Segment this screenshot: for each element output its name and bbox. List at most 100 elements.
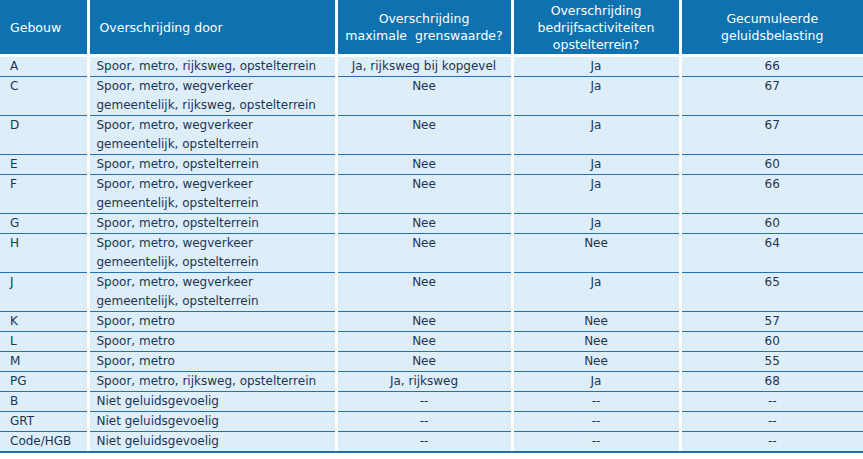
cell-max-grenswaarde: Nee	[336, 116, 512, 155]
cell-overschrijding-door: Spoor, metro	[88, 352, 336, 372]
cell-gecumuleerde-geluidsbelasting: 66	[680, 56, 863, 77]
table-row: L Spoor, metro Nee Nee 60	[0, 332, 863, 352]
cell-max-grenswaarde: Nee	[336, 214, 512, 234]
cell-overschrijding-door: Spoor, metro, opstelterrein	[88, 214, 336, 234]
cell-gecumuleerde-geluidsbelasting: 60	[680, 332, 863, 352]
cell-gecumuleerde-geluidsbelasting: --	[680, 412, 863, 432]
cell-overschrijding-door: Spoor, metro, opstelterrein	[88, 155, 336, 175]
table-row: E Spoor, metro, opstelterrein Nee Ja 60	[0, 155, 863, 175]
cell-bedrijfsactiviteiten: Ja	[512, 175, 680, 214]
cell-gebouw: D	[0, 116, 88, 155]
cell-gecumuleerde-geluidsbelasting: 55	[680, 352, 863, 372]
table-row: M Spoor, metro Nee Nee 55	[0, 352, 863, 372]
cell-overschrijding-door: Spoor, metro, rijksweg, opstelterrein	[88, 372, 336, 392]
cell-gebouw: C	[0, 77, 88, 116]
column-header-gecumuleerde-geluidsbelasting: Gecumuleerde geluidsbelasting	[680, 0, 863, 56]
cell-gecumuleerde-geluidsbelasting: 67	[680, 116, 863, 155]
cell-max-grenswaarde: Nee	[336, 332, 512, 352]
cell-bedrijfsactiviteiten: --	[512, 392, 680, 412]
cell-max-grenswaarde: Nee	[336, 77, 512, 116]
cell-gebouw: J	[0, 273, 88, 312]
table-container: Gebouw Overschrijding door Overschrijdin…	[0, 0, 863, 453]
cell-max-grenswaarde: --	[336, 392, 512, 412]
column-header-max-grenswaarde: Overschrijding maximale grenswaarde?	[336, 0, 512, 56]
cell-gecumuleerde-geluidsbelasting: 68	[680, 372, 863, 392]
cell-bedrijfsactiviteiten: Ja	[512, 77, 680, 116]
table-row: D Spoor, metro, wegverkeer gemeentelijk,…	[0, 116, 863, 155]
cell-gebouw: GRT	[0, 412, 88, 432]
cell-bedrijfsactiviteiten: Nee	[512, 234, 680, 273]
cell-gebouw: F	[0, 175, 88, 214]
table-row: J Spoor, metro, wegverkeer gemeentelijk,…	[0, 273, 863, 312]
cell-max-grenswaarde: Nee	[336, 234, 512, 273]
cell-gebouw: Code/HGB	[0, 432, 88, 452]
cell-overschrijding-door: Niet geluidsgevoelig	[88, 432, 336, 452]
cell-max-grenswaarde: --	[336, 432, 512, 452]
cell-overschrijding-door: Niet geluidsgevoelig	[88, 412, 336, 432]
cell-bedrijfsactiviteiten: Ja	[512, 56, 680, 77]
table-row: F Spoor, metro, wegverkeer gemeentelijk,…	[0, 175, 863, 214]
cell-overschrijding-door: Spoor, metro, wegverkeer gemeentelijk, o…	[88, 116, 336, 155]
cell-max-grenswaarde: Nee	[336, 175, 512, 214]
cell-gecumuleerde-geluidsbelasting: 60	[680, 214, 863, 234]
table-row: C Spoor, metro, wegverkeer gemeentelijk,…	[0, 77, 863, 116]
cell-bedrijfsactiviteiten: Ja	[512, 155, 680, 175]
cell-gebouw: E	[0, 155, 88, 175]
cell-bedrijfsactiviteiten: --	[512, 412, 680, 432]
cell-overschrijding-door: Niet geluidsgevoelig	[88, 392, 336, 412]
cell-overschrijding-door: Spoor, metro	[88, 312, 336, 332]
cell-gebouw: G	[0, 214, 88, 234]
cell-overschrijding-door: Spoor, metro, rijksweg, opstelterrein	[88, 56, 336, 77]
cell-gecumuleerde-geluidsbelasting: 64	[680, 234, 863, 273]
table-row: B Niet geluidsgevoelig -- -- --	[0, 392, 863, 412]
cell-bedrijfsactiviteiten: Ja	[512, 273, 680, 312]
cell-max-grenswaarde: --	[336, 412, 512, 432]
cell-max-grenswaarde: Nee	[336, 352, 512, 372]
cell-max-grenswaarde: Nee	[336, 312, 512, 332]
cell-bedrijfsactiviteiten: Ja	[512, 116, 680, 155]
table-row: GRT Niet geluidsgevoelig -- -- --	[0, 412, 863, 432]
table-row: PG Spoor, metro, rijksweg, opstelterrein…	[0, 372, 863, 392]
noise-exceedance-table-page: Gebouw Overschrijding door Overschrijdin…	[0, 0, 863, 459]
column-header-gebouw: Gebouw	[0, 0, 88, 56]
cell-gebouw: PG	[0, 372, 88, 392]
cell-gecumuleerde-geluidsbelasting: 66	[680, 175, 863, 214]
header-row: Gebouw Overschrijding door Overschrijdin…	[0, 0, 863, 56]
cell-gebouw: A	[0, 56, 88, 77]
cell-max-grenswaarde: Nee	[336, 155, 512, 175]
table-row: K Spoor, metro Nee Nee 57	[0, 312, 863, 332]
cell-bedrijfsactiviteiten: Ja	[512, 214, 680, 234]
cell-gecumuleerde-geluidsbelasting: 67	[680, 77, 863, 116]
cell-gebouw: H	[0, 234, 88, 273]
cell-max-grenswaarde: Nee	[336, 273, 512, 312]
cell-gecumuleerde-geluidsbelasting: --	[680, 392, 863, 412]
cell-gebouw: B	[0, 392, 88, 412]
cell-overschrijding-door: Spoor, metro, wegverkeer gemeentelijk, o…	[88, 273, 336, 312]
cell-gecumuleerde-geluidsbelasting: 57	[680, 312, 863, 332]
table-row: A Spoor, metro, rijksweg, opstelterrein …	[0, 56, 863, 77]
cell-bedrijfsactiviteiten: Nee	[512, 332, 680, 352]
cell-gebouw: L	[0, 332, 88, 352]
table-row: G Spoor, metro, opstelterrein Nee Ja 60	[0, 214, 863, 234]
column-header-overschrijding-door: Overschrijding door	[88, 0, 336, 56]
cell-max-grenswaarde: Ja, rijksweg	[336, 372, 512, 392]
cell-max-grenswaarde: Ja, rijksweg bij kopgevel	[336, 56, 512, 77]
cell-overschrijding-door: Spoor, metro, wegverkeer gemeentelijk, r…	[88, 77, 336, 116]
cell-gecumuleerde-geluidsbelasting: 60	[680, 155, 863, 175]
table-row: Code/HGB Niet geluidsgevoelig -- -- --	[0, 432, 863, 452]
cell-bedrijfsactiviteiten: Nee	[512, 352, 680, 372]
column-header-bedrijfsactiviteiten: Overschrijding bedrijfsactiviteiten opst…	[512, 0, 680, 56]
cell-gebouw: K	[0, 312, 88, 332]
cell-overschrijding-door: Spoor, metro	[88, 332, 336, 352]
cell-bedrijfsactiviteiten: --	[512, 432, 680, 452]
cell-gebouw: M	[0, 352, 88, 372]
table-header: Gebouw Overschrijding door Overschrijdin…	[0, 0, 863, 56]
cell-overschrijding-door: Spoor, metro, wegverkeer gemeentelijk, o…	[88, 175, 336, 214]
cell-gecumuleerde-geluidsbelasting: --	[680, 432, 863, 452]
table-body: A Spoor, metro, rijksweg, opstelterrein …	[0, 56, 863, 452]
cell-gecumuleerde-geluidsbelasting: 65	[680, 273, 863, 312]
table-row: H Spoor, metro, wegverkeer gemeentelijk,…	[0, 234, 863, 273]
cell-bedrijfsactiviteiten: Ja	[512, 372, 680, 392]
cell-bedrijfsactiviteiten: Nee	[512, 312, 680, 332]
cell-overschrijding-door: Spoor, metro, wegverkeer gemeentelijk, o…	[88, 234, 336, 273]
